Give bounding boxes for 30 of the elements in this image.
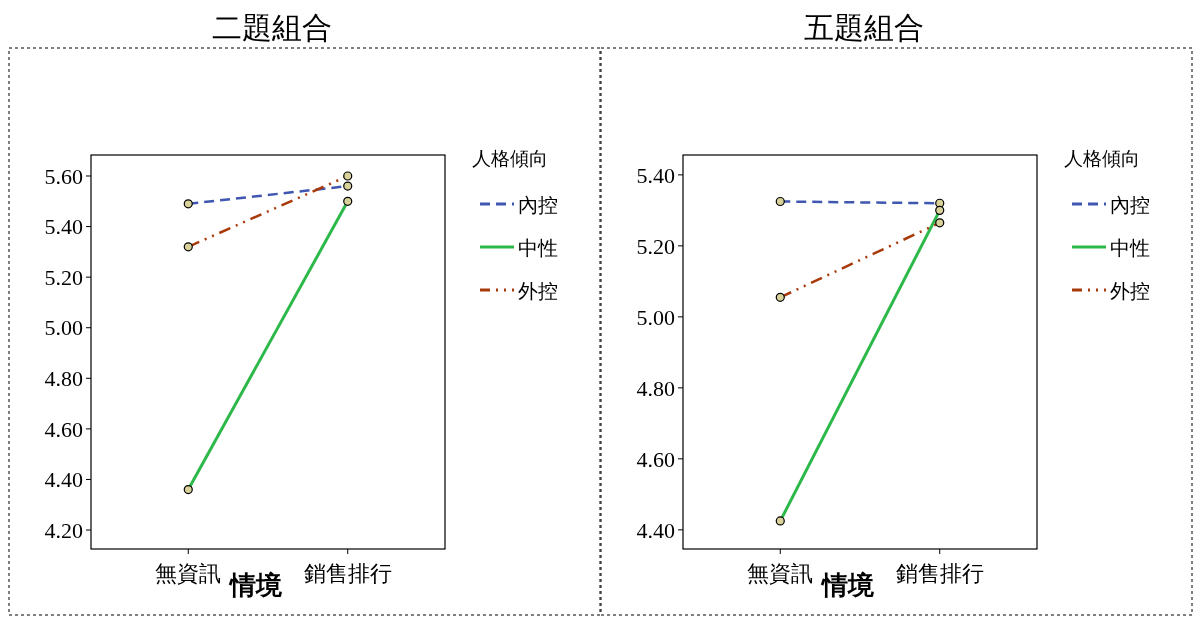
legend-label: 外控 (1110, 280, 1150, 302)
x-tick-label: 銷售排行 (895, 561, 984, 586)
x-tick-label: 銷售排行 (303, 561, 392, 586)
x-tick-label: 無資訊 (747, 561, 814, 586)
x-axis-title: 情境 (820, 571, 874, 600)
y-tick-label: 4.20 (44, 517, 83, 543)
legend-title: 人格傾向 (1064, 148, 1140, 169)
y-tick-label: 5.20 (636, 233, 675, 259)
y-tick-label: 5.00 (636, 304, 675, 330)
chart-title: 二題組合 (212, 11, 332, 44)
y-tick-label: 5.00 (44, 315, 83, 341)
y-tick-label: 4.60 (44, 416, 83, 442)
y-tick-label: 4.40 (44, 467, 83, 493)
legend-label: 內控 (518, 194, 558, 216)
x-axis-title: 情境 (228, 571, 282, 600)
y-tick-label: 4.40 (636, 517, 675, 543)
y-tick-label: 5.40 (44, 214, 83, 240)
legend-label: 內控 (1110, 194, 1150, 216)
y-tick-label: 5.40 (636, 162, 675, 188)
legend-label: 中性 (1110, 237, 1150, 259)
y-tick-label: 5.60 (44, 163, 83, 189)
y-tick-label: 4.80 (636, 375, 675, 401)
y-tick-label: 5.20 (44, 264, 83, 290)
legend-label: 中性 (518, 237, 558, 259)
y-tick-label: 4.60 (636, 446, 675, 472)
legend-title: 人格傾向 (472, 148, 548, 169)
chart-title: 五題組合 (804, 11, 924, 44)
x-tick-label: 無資訊 (155, 561, 222, 586)
y-tick-label: 4.80 (44, 366, 83, 391)
legend-label: 外控 (518, 280, 558, 302)
